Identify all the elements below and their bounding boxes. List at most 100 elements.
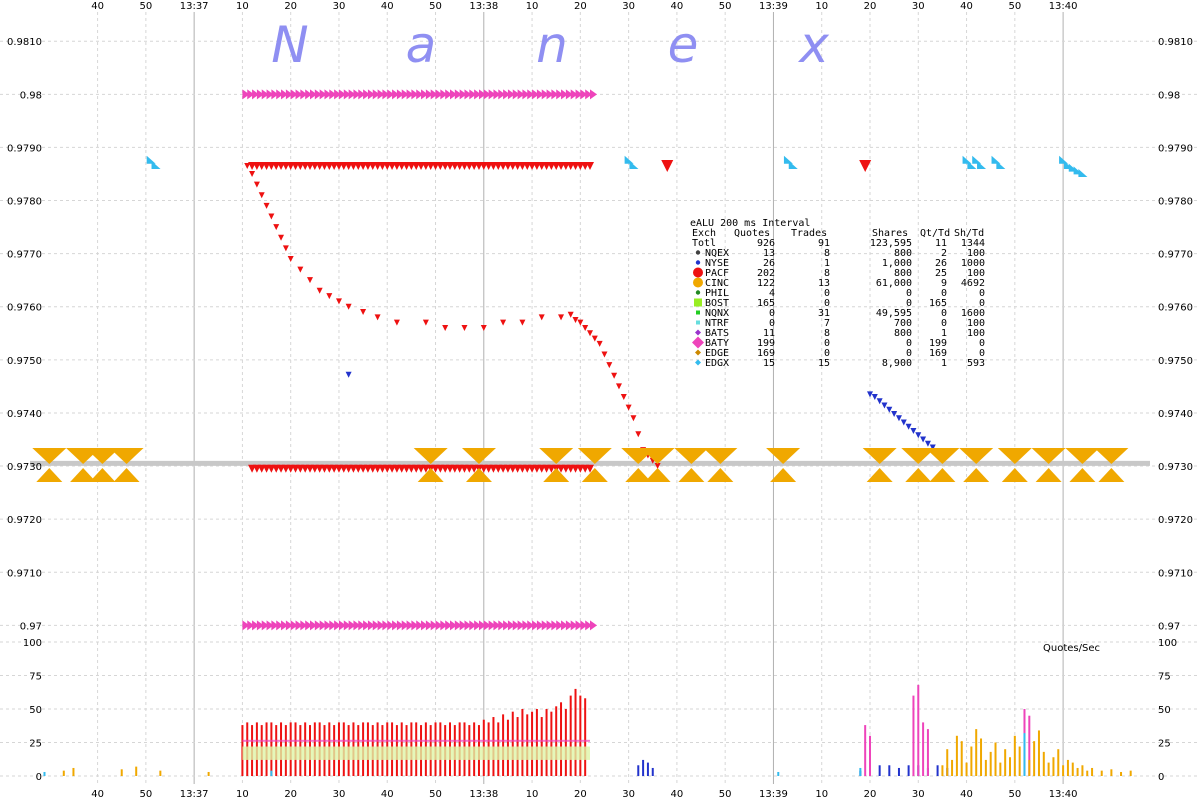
price-tick-label-right: 0.9740 xyxy=(1158,409,1193,420)
quotes-per-sec-bar xyxy=(159,770,162,776)
time-tick-label-top: 40 xyxy=(91,1,104,12)
baty-quote-marker xyxy=(421,89,429,100)
quotes-tick-label-right: 0 xyxy=(1158,772,1164,783)
edgx-quote-marker xyxy=(962,155,972,164)
pacf-decay-marker xyxy=(558,314,565,321)
baty-quote-marker xyxy=(478,620,486,631)
baty-quote-marker xyxy=(319,89,327,100)
time-tick-label-top: 13:38 xyxy=(469,1,498,12)
cinc-bid-marker xyxy=(543,468,570,483)
baty-quote-marker xyxy=(536,620,544,631)
baty-quote-marker xyxy=(281,89,289,100)
baty-quote-marker xyxy=(285,620,293,631)
quotes-per-sec-bar xyxy=(545,709,548,776)
cinc-ask-marker xyxy=(577,448,612,465)
cinc-bid-marker xyxy=(963,468,990,483)
time-tick-label-top: 13:37 xyxy=(180,1,209,12)
baty-quote-marker xyxy=(392,89,400,100)
edgx-quote-marker xyxy=(146,155,156,164)
baty-quote-marker xyxy=(440,620,448,631)
baty-quote-marker xyxy=(372,620,380,631)
steady-quote-markers xyxy=(30,89,1150,631)
legend-cell: 9 xyxy=(941,278,947,289)
legend-cell: PHIL xyxy=(705,288,729,299)
baty-quote-marker xyxy=(411,620,419,631)
quotes-per-sec-bar xyxy=(878,765,881,776)
baty-quote-marker xyxy=(551,89,559,100)
legend-cell: 800 xyxy=(894,328,912,339)
legend-cell: 800 xyxy=(894,268,912,279)
legend-cell: 100 xyxy=(967,328,985,339)
baty-quote-marker xyxy=(281,620,289,631)
nyse-quote-marker xyxy=(929,444,936,451)
price-tick-label-right: 0.97 xyxy=(1158,621,1180,632)
quotes-per-sec-bar xyxy=(531,711,534,776)
quotes-per-sec-bar xyxy=(907,765,910,776)
baty-quote-marker xyxy=(464,620,472,631)
baty-quote-marker xyxy=(503,89,511,100)
cinc-bid-marker xyxy=(707,468,734,483)
pacf-decay-marker xyxy=(606,362,613,369)
edgx-quote-marker xyxy=(972,155,982,164)
legend-marker-icon xyxy=(695,260,701,265)
bost-quote-band xyxy=(242,746,590,760)
pacf-decay-marker xyxy=(582,324,589,331)
quotes-per-sec-bar xyxy=(1047,762,1050,776)
quotes-per-sec-bar xyxy=(869,735,871,776)
legend-total-cell: 91 xyxy=(818,238,830,249)
baty-quote-marker xyxy=(421,620,429,631)
pacf-decay-marker xyxy=(461,324,468,331)
legend-cell: 0 xyxy=(906,298,912,309)
baty-quote-marker xyxy=(387,620,395,631)
time-tick-label-bottom: 20 xyxy=(574,789,587,800)
time-tick-label-top: 40 xyxy=(960,1,973,12)
price-tick-label-right: 0.9730 xyxy=(1158,462,1193,473)
edgx-quote-marker xyxy=(629,161,639,170)
legend-cell: 1,000 xyxy=(882,258,912,269)
price-tick-label-right: 0.9720 xyxy=(1158,515,1193,526)
quotes-per-sec-bar xyxy=(270,770,273,776)
baty-quote-marker xyxy=(474,620,482,631)
legend-cell: 8 xyxy=(824,268,830,279)
legend-marker-icon xyxy=(695,349,701,356)
baty-quote-marker xyxy=(450,620,457,631)
legend-column-header: Trades xyxy=(791,228,827,239)
baty-quote-marker xyxy=(334,620,342,631)
baty-quote-marker xyxy=(271,89,279,100)
baty-quote-marker xyxy=(271,620,279,631)
pacf-decay-marker xyxy=(253,181,260,188)
quotes-per-sec-bar xyxy=(1018,746,1021,776)
legend-cell: 199 xyxy=(929,338,947,349)
baty-quote-marker xyxy=(372,89,380,100)
price-tick-label-left: 0.9730 xyxy=(7,462,42,473)
quotes-per-sec-bar xyxy=(1129,770,1132,776)
quotes-per-sec-bar xyxy=(1066,759,1069,776)
price-tick-label-left: 0.9790 xyxy=(7,143,42,154)
cinc-ask-marker xyxy=(674,448,709,465)
cinc-ask-marker xyxy=(959,448,994,465)
pacf-decay-marker xyxy=(422,319,429,326)
edgx-quote-marker xyxy=(624,155,634,164)
watermark-letter: e xyxy=(668,16,699,74)
time-tick-label-bottom: 13:40 xyxy=(1049,789,1078,800)
price-tick-label-right: 0.9810 xyxy=(1158,37,1193,48)
legend-marker-icon xyxy=(693,277,703,288)
quotes-per-sec-bar xyxy=(999,762,1002,776)
baty-quote-marker xyxy=(498,620,506,631)
quotes-per-sec-bar xyxy=(1071,762,1074,776)
quotes-per-sec-bar xyxy=(1028,715,1031,776)
price-tick-label-right: 0.98 xyxy=(1158,90,1180,101)
legend-cell: BATY xyxy=(705,338,729,349)
baty-quote-marker xyxy=(459,620,467,631)
quotes-per-sec-bar xyxy=(1120,771,1123,776)
baty-quote-marker xyxy=(590,620,597,631)
baty-quote-marker xyxy=(430,89,438,100)
legend-cell: 0 xyxy=(979,348,985,359)
cinc-ask-marker xyxy=(901,448,936,465)
cinc-ask-marker xyxy=(109,448,144,465)
baty-quote-marker xyxy=(334,89,342,100)
baty-quote-marker xyxy=(338,620,346,631)
legend-cell: 25 xyxy=(935,268,947,279)
pacf-decay-marker xyxy=(587,330,593,337)
